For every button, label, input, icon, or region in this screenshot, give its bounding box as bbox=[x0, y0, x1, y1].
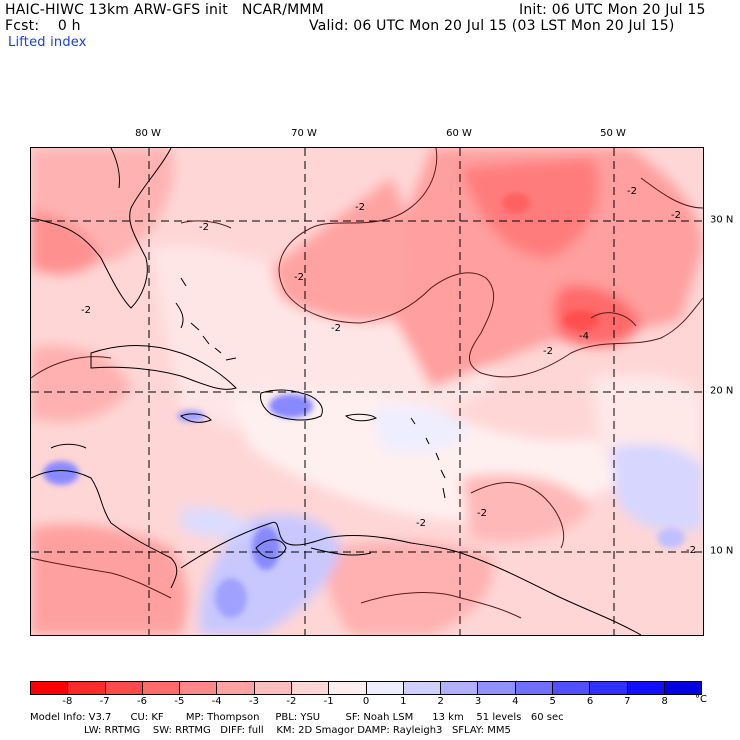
colorbar-swatch bbox=[664, 682, 702, 694]
lat-label-20n: 20 N bbox=[710, 385, 734, 397]
colorbar-swatch bbox=[627, 682, 665, 694]
colorbar-swatch bbox=[291, 682, 330, 694]
colorbar-tick-label: 5 bbox=[549, 696, 556, 707]
colorbar-tick-label: -8 bbox=[62, 696, 73, 707]
colorbar-tick-label: 4 bbox=[512, 696, 519, 707]
colorbar-tick-label: 3 bbox=[474, 696, 482, 707]
header-valid: Valid: 06 UTC Mon 20 Jul 15 (03 LST Mon … bbox=[309, 18, 675, 34]
colorbar-tick-label: -4 bbox=[211, 696, 222, 707]
colorbar-ticks: -8 -7 -6 -5 -4 -3 -2 -1 0 1 2 3 4 5 6 7 8 bbox=[30, 696, 702, 708]
colorbar-swatch bbox=[142, 682, 181, 694]
colorbar-swatch bbox=[254, 682, 292, 694]
colorbar-swatch bbox=[441, 682, 479, 694]
colorbar-swatch bbox=[217, 682, 255, 694]
field-detail bbox=[43, 193, 685, 618]
field-name: Lifted index bbox=[8, 35, 87, 50]
lat-lon-grid bbox=[31, 148, 703, 635]
contour-label: -4 bbox=[579, 331, 589, 342]
colorbar-swatch bbox=[403, 682, 442, 694]
contour-label: -2 bbox=[627, 186, 637, 197]
header-forecast: Fcst: 0 h bbox=[5, 18, 81, 34]
colorbar-tick-label: 8 bbox=[661, 696, 668, 707]
contour-label: -2 bbox=[543, 346, 553, 357]
contour-label: -2 bbox=[477, 508, 487, 519]
contour-label: -2 bbox=[294, 272, 304, 283]
colorbar-swatch bbox=[590, 682, 628, 694]
colorbar-swatch bbox=[515, 682, 553, 694]
colorbar-tick-label: -3 bbox=[249, 696, 259, 707]
lon-label-70w: 70 W bbox=[291, 128, 317, 139]
model-info-line2: LW: RRTMG SW: RRTMG DIFF: full KM: 2D Sm… bbox=[30, 725, 511, 736]
colorbar-swatch bbox=[68, 682, 106, 694]
colorbar-tick-label: 6 bbox=[586, 696, 594, 707]
colorbar-tick-label: 2 bbox=[437, 696, 444, 707]
contour-label-group: -2 -2 -2 -2 -2 -2 -2 -2 -2 -4 -2 -2 bbox=[81, 186, 696, 556]
contour-label: -2 bbox=[686, 545, 696, 556]
contour-label: -2 bbox=[355, 202, 365, 213]
colorbar-swatch bbox=[105, 682, 143, 694]
colorbar-tick-label: -6 bbox=[137, 696, 147, 707]
coastlines bbox=[31, 148, 642, 635]
colorbar-swatch bbox=[478, 682, 516, 694]
colorbar-unit: °C bbox=[695, 694, 707, 705]
contour-label: -2 bbox=[81, 305, 91, 316]
colorbar-tick-label: 1 bbox=[400, 696, 407, 707]
lifted-index-map: -2 -2 -2 -2 -2 -2 -2 -2 -2 -4 -2 -2 bbox=[31, 148, 703, 635]
contour-label: -2 bbox=[331, 323, 341, 334]
colorbar-tick-label: -5 bbox=[174, 696, 185, 707]
lon-label-60w: 60 W bbox=[446, 128, 472, 139]
lon-label-50w: 50 W bbox=[600, 128, 626, 139]
map-panel: -2 -2 -2 -2 -2 -2 -2 -2 -2 -4 -2 -2 bbox=[30, 147, 704, 636]
contour-label: -2 bbox=[671, 210, 681, 221]
colorbar-tick-label: 0 bbox=[362, 696, 370, 707]
lon-label-80w: 80 W bbox=[135, 128, 161, 139]
model-info-line1: Model Info: V3.7 CU: KF MP: Thompson PBL… bbox=[30, 712, 564, 723]
colorbar-swatch bbox=[329, 682, 367, 694]
contour-label: -2 bbox=[199, 222, 209, 233]
contour-label: -2 bbox=[416, 518, 426, 529]
colorbar-swatch bbox=[180, 682, 218, 694]
colorbar-swatch bbox=[31, 682, 69, 694]
colorbar bbox=[30, 681, 702, 695]
header-title: HAIC-HIWC 13km ARW-GFS init NCAR/MMM bbox=[5, 2, 324, 18]
contours bbox=[31, 148, 703, 619]
header-init: Init: 06 UTC Mon 20 Jul 15 bbox=[519, 2, 706, 18]
colorbar-tick-label: -1 bbox=[323, 696, 334, 707]
colorbar-swatch bbox=[552, 682, 591, 694]
colorbar-tick-label: 7 bbox=[624, 696, 631, 707]
colorbar-tick-label: -7 bbox=[99, 696, 110, 707]
colorbar-tick-label: -2 bbox=[286, 696, 297, 707]
lat-label-10n: 10 N bbox=[710, 545, 734, 557]
lat-label-30n: 30 N bbox=[710, 214, 734, 226]
colorbar-swatch bbox=[366, 682, 404, 694]
